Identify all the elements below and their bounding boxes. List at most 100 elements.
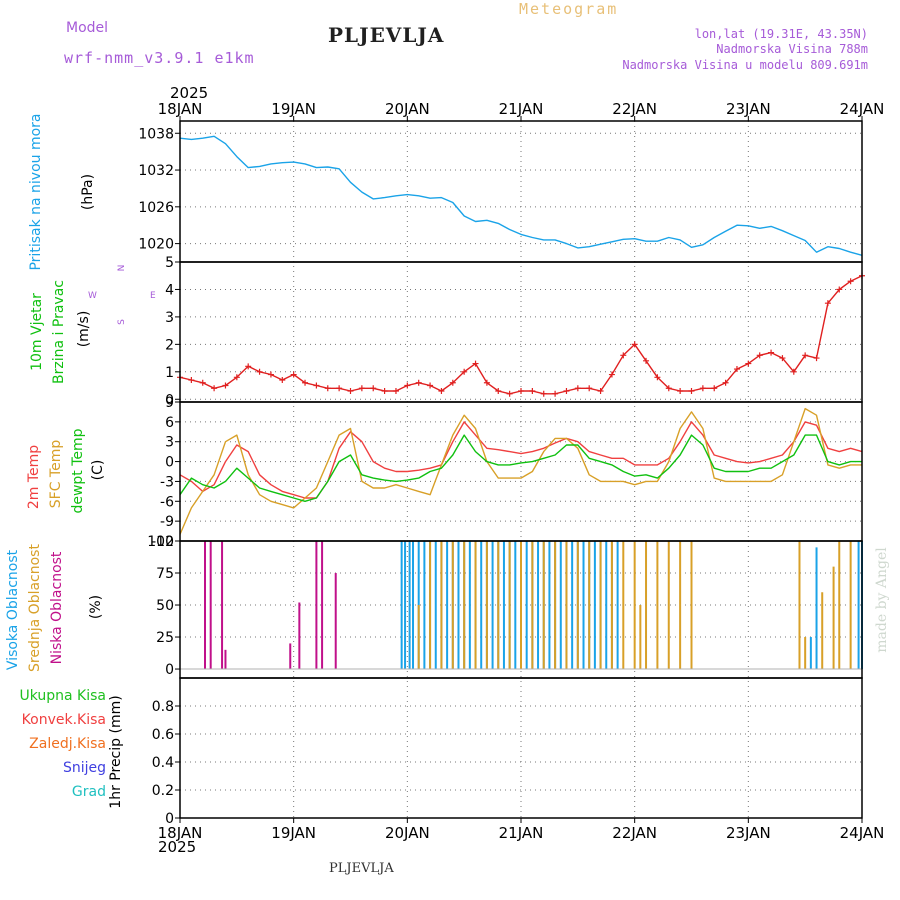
x-tick-label-top: 23JAN: [726, 100, 771, 118]
precip-legend-1: Konvek.Kisa: [22, 712, 106, 728]
compass-west: W: [88, 291, 97, 301]
wind-speed-point: [665, 385, 672, 392]
wind-speed-point: [279, 377, 286, 384]
wind-speed-point: [529, 388, 536, 395]
wind-speed-point: [290, 371, 297, 378]
x-tick-label-top: 22JAN: [612, 100, 657, 118]
y-tick-label: 0: [165, 392, 174, 408]
y-tick-label: 1038: [138, 126, 174, 142]
wind-speed-point: [654, 374, 661, 381]
wind-speed-point: [552, 390, 559, 397]
y-tick-label: 0.2: [152, 783, 174, 799]
x-tick-label-bottom: 23JAN: [726, 824, 771, 842]
y-tick-label: -9: [160, 514, 174, 530]
wind-speed-point: [415, 379, 422, 386]
wind-speed-point: [404, 382, 411, 389]
pressure-axis-title: Pritisak na nivou mora: [28, 113, 44, 270]
y-tick-label: -12: [151, 534, 174, 550]
wind-speed-point: [790, 368, 797, 375]
wind-speed-point: [574, 385, 581, 392]
wind-speed-point: [495, 388, 502, 395]
t2m-series-line: [179, 421, 863, 499]
wind-unit: (m/s): [76, 311, 92, 348]
x-tick-label-bottom: 19JAN: [271, 824, 316, 842]
wind-speed-point: [461, 368, 468, 375]
y-tick-label: 2: [165, 337, 174, 353]
y-tick-label: 1020: [138, 237, 174, 253]
low-cloud-axis-title: Niska Oblacnost: [49, 551, 65, 664]
wind-speed-point: [813, 355, 820, 362]
wind-speed-point: [711, 385, 718, 392]
wind-speed-point: [722, 379, 729, 386]
y-tick-label: 25: [156, 630, 174, 646]
wind-speed-point: [847, 278, 854, 285]
x-tick-label-bottom: 18JAN: [158, 824, 203, 842]
precip-legend-0: Ukupna Kisa: [19, 688, 106, 704]
wind-speed-point: [302, 379, 309, 386]
wind-speed-point: [358, 385, 365, 392]
y-tick-label: 4: [165, 282, 174, 298]
wind-speed-point: [756, 352, 763, 359]
wind-speed-point: [597, 388, 604, 395]
year-bottom: 2025: [158, 838, 197, 856]
y-tick-label: 0: [165, 455, 174, 471]
precip-axis-title: 1hr Precip (mm): [108, 695, 124, 808]
wind-speed-point: [449, 379, 456, 386]
pressure-series-line: [179, 135, 863, 256]
wind-speed-point: [245, 363, 252, 370]
y-tick-label: 1032: [138, 163, 174, 179]
y-tick-label: 3: [165, 435, 174, 451]
x-tick-label-top: 20JAN: [385, 100, 430, 118]
credit-label: made by Angel: [874, 547, 890, 653]
wind-speed-point: [222, 382, 229, 389]
y-tick-label: 1026: [138, 200, 174, 216]
station-title: PLJEVLJA: [328, 23, 445, 47]
model-label: Model: [66, 20, 109, 36]
y-tick-label: 0.8: [152, 699, 174, 715]
wind-speed-point: [347, 388, 354, 395]
wind-speed-point: [483, 379, 490, 386]
y-tick-label: -6: [160, 494, 174, 510]
precipitation-panel-frame: [179, 677, 863, 819]
pressure-unit: (hPa): [80, 174, 96, 210]
y-tick-label: 50: [156, 598, 174, 614]
wind-speed-point: [427, 382, 434, 389]
high-cloud-axis-title: Visoka Oblacnost: [5, 549, 21, 670]
wind-speed-point: [392, 388, 399, 395]
wind-speed-point: [733, 366, 740, 373]
dewpt-series-line: [179, 434, 862, 502]
elevation-label: Nadmorska Visina 788m: [716, 42, 868, 56]
wind-speed-point: [643, 357, 650, 364]
x-tick-label-top: 19JAN: [271, 100, 316, 118]
wind-speed-point: [336, 385, 343, 392]
wind-speed-point: [631, 341, 638, 348]
precip-legend-2: Zaledj.Kisa: [29, 736, 106, 752]
y-tick-label: 5: [165, 255, 174, 271]
wind-speed-point: [199, 379, 206, 386]
wind-axis-title: 10m Vjetar: [29, 293, 45, 371]
y-tick-label: 6: [165, 415, 174, 431]
precip-legend-3: Snijeg: [63, 760, 106, 776]
wind-speed-point: [438, 388, 445, 395]
temp-sfc-axis-title: SFC Temp: [48, 440, 64, 509]
y-tick-label: 1: [165, 365, 174, 381]
compass-east: E: [150, 291, 156, 301]
x-tick-label-top: 24JAN: [840, 100, 885, 118]
model-elevation-label: Nadmorska Visina u modelu 809.691m: [622, 58, 868, 72]
wind-speed-point: [370, 385, 377, 392]
wind-speed-point: [313, 382, 320, 389]
wind-speed-point: [324, 385, 331, 392]
precip-legend-4: Grad: [72, 784, 106, 800]
wind-speed-point: [256, 368, 263, 375]
temp-unit: (C): [90, 460, 106, 481]
x-tick-label-bottom: 21JAN: [499, 824, 544, 842]
x-tick-label-top: 18JAN: [158, 100, 203, 118]
wind-speed-point: [768, 349, 775, 356]
y-tick-label: 100: [147, 534, 174, 550]
wind-speed-point: [688, 388, 695, 395]
wind-speed-point: [506, 390, 513, 397]
y-tick-label: 0: [165, 811, 174, 827]
y-tick-label: 0: [165, 662, 174, 678]
y-tick-label: 0.6: [152, 727, 174, 743]
